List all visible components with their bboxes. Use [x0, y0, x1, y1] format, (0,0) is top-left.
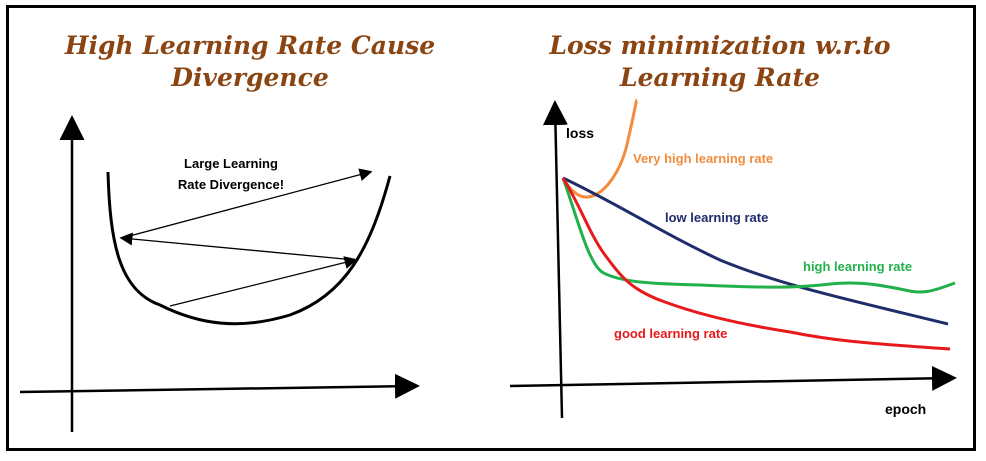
figure-frame — [6, 5, 976, 451]
left-title-line1: High Learning Rate Cause — [64, 31, 436, 60]
right-title-line1: Loss minimization w.r.to — [549, 31, 891, 60]
x-axis-label: epoch — [885, 401, 926, 417]
label-low-lr: low learning rate — [665, 210, 768, 225]
left-title: High Learning Rate Cause Divergence — [40, 30, 460, 94]
curve-high-lr — [561, 177, 956, 294]
divergence-step-2 — [119, 232, 356, 261]
divergence-annotation-line1: Large Learning — [184, 156, 278, 171]
y-axis-label: loss — [566, 125, 594, 141]
curve-low-lr — [562, 176, 949, 326]
label-high-lr: high learning rate — [803, 259, 912, 274]
right-y-axis — [542, 100, 568, 419]
divergence-step-1 — [169, 256, 358, 307]
left-x-axis — [19, 373, 420, 399]
divergence-step-3 — [121, 168, 373, 239]
loss-bowl-curve — [106, 171, 392, 326]
right-x-axis — [509, 365, 957, 391]
curve-very-high-lr — [561, 98, 639, 199]
label-very-high-lr: Very high learning rate — [633, 151, 773, 166]
divergence-annotation-line2: Rate Divergence! — [178, 177, 284, 192]
curve-good-lr — [561, 177, 951, 351]
right-title: Loss minimization w.r.to Learning Rate — [520, 30, 920, 94]
right-title-line2: Learning Rate — [620, 63, 820, 92]
left-title-line2: Divergence — [171, 63, 329, 92]
label-good-lr: good learning rate — [614, 326, 727, 341]
